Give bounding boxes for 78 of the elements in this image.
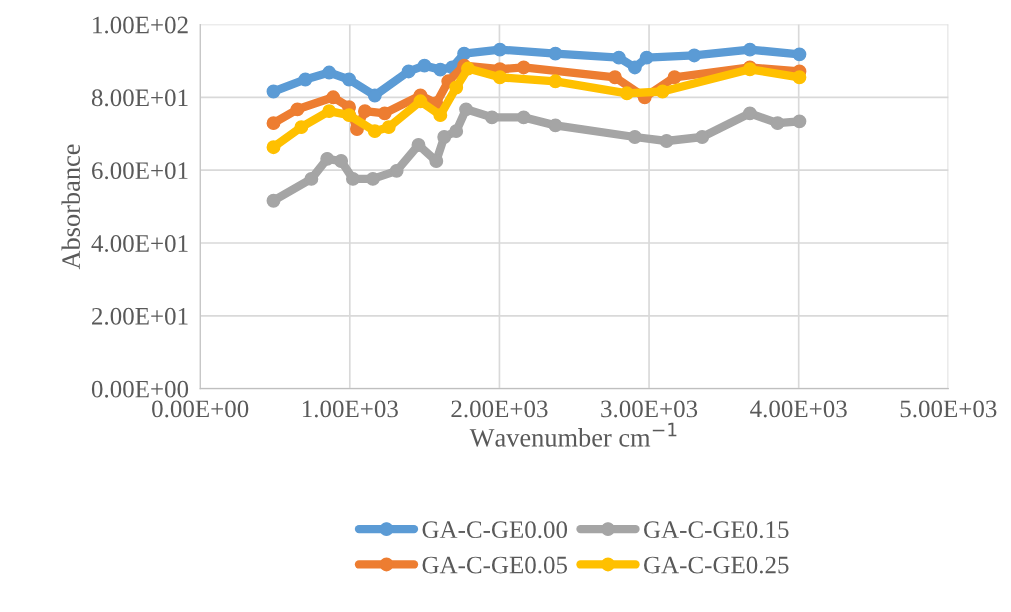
legend-label: GA-C-GE0.15 [644,521,789,539]
x-tick-label: 2.00E+03 [451,400,548,418]
point [695,130,710,144]
point [401,64,416,79]
point [437,130,452,144]
point [742,106,757,121]
point [619,86,634,101]
point [492,42,507,57]
point [516,60,531,75]
point [627,130,642,144]
point [322,104,337,119]
point [294,120,309,135]
point [266,193,281,208]
point [627,60,642,75]
y-axis-title: Absorbance [61,144,81,270]
legend-label: GA-C-GE0.05 [422,556,568,574]
point [381,120,396,135]
point [320,151,335,166]
point [459,102,474,117]
x-tick-label: 1.00E+03 [302,400,398,418]
point [792,70,807,85]
point [304,171,319,186]
point [516,110,531,125]
point [770,116,785,131]
x-tick-label: 3.00E+03 [601,400,698,418]
y-tick-label: 6.00E+01 [92,162,188,180]
y-tick-label: 4.00E+01 [91,235,188,252]
point [389,163,404,178]
point [792,114,807,129]
legend-label: GA-C-GE0.25 [644,556,789,574]
x-tick-label: 5.00E+03 [900,400,997,418]
point [667,70,682,85]
point [449,124,464,139]
point [433,62,448,77]
point [639,50,654,65]
y-tick-label: 1.00E+02 [93,16,188,34]
point [608,70,622,85]
point [346,171,360,186]
legend-label: GA-C-GE0.00 [422,521,568,539]
y-tick-label: 0.00E+00 [91,380,189,398]
point [449,80,464,95]
point [548,46,563,61]
point [461,61,475,76]
point [548,74,563,89]
point [357,104,372,119]
point [655,84,670,99]
point [298,72,313,87]
point [492,70,507,85]
point [457,46,472,61]
point [433,108,448,123]
point [367,124,382,139]
point [742,42,757,57]
point [342,72,357,87]
point [792,47,807,62]
point [548,118,563,133]
x-tick-label: 0.00E+00 [152,400,249,418]
point [266,116,281,131]
point [334,154,349,168]
point [659,134,674,148]
point [367,88,382,103]
point [417,58,432,73]
point [611,50,626,65]
point [365,171,380,186]
point [342,108,357,123]
point [411,138,426,152]
point [413,94,428,109]
x-axis-title: Wavenumber cm$^{−1}$ [469,422,677,447]
point [266,140,281,155]
y-tick-label: 2.00E+01 [92,307,188,325]
point [290,102,305,117]
x-tick-label: 4.00E+03 [750,400,847,418]
y-tick-label: 8.00E+01 [91,89,188,107]
point [687,48,702,63]
point [485,110,499,125]
point [266,84,281,99]
point [322,65,337,80]
point [326,90,341,105]
point [377,106,392,121]
